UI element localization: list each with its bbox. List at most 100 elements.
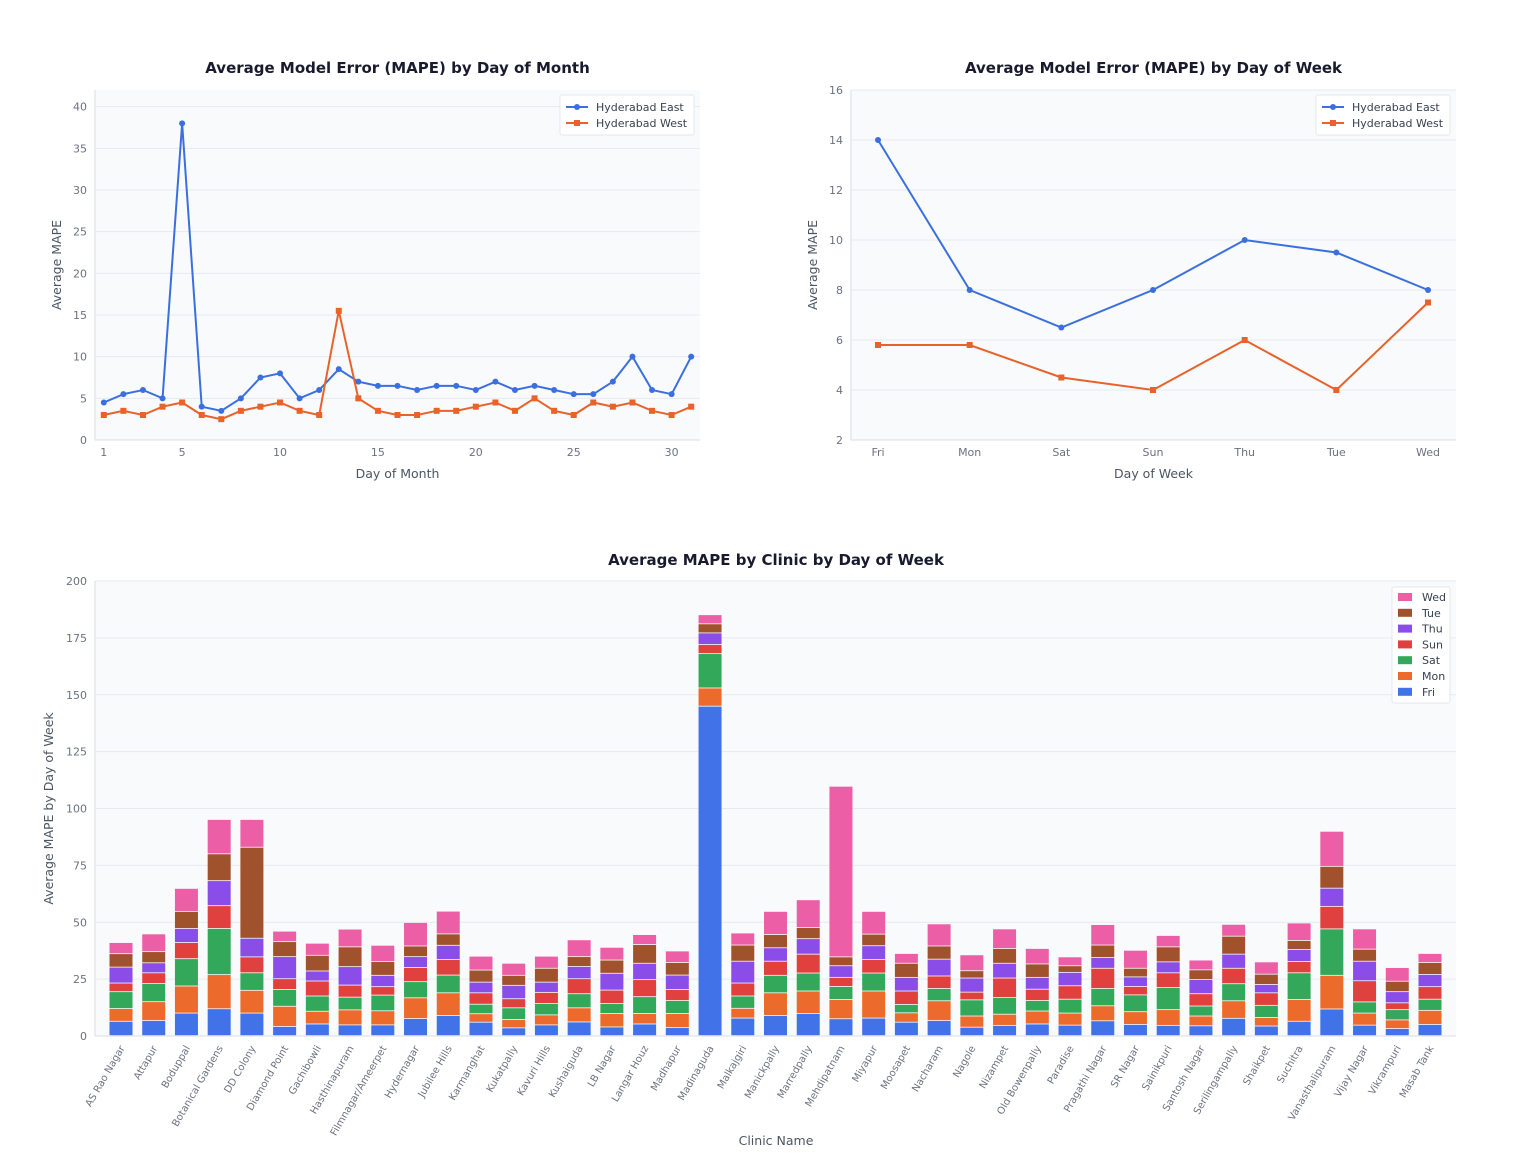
bar-segment-wed — [1222, 924, 1246, 936]
bar-segment-mon — [174, 986, 198, 1013]
bar-segment-wed — [207, 819, 231, 854]
bar-segment-tue — [600, 960, 624, 973]
bar-segment-thu — [404, 957, 428, 968]
bar-segment-sun — [1025, 989, 1049, 1001]
bar-segment-thu — [1287, 950, 1311, 962]
bar-stack — [1418, 953, 1442, 1036]
bar-segment-tue — [404, 946, 428, 957]
bar-segment-wed — [1058, 957, 1082, 966]
bar-segment-tue — [894, 963, 918, 977]
bar-segment-tue — [240, 847, 264, 938]
y-tick-label: 100 — [66, 803, 87, 816]
bar-segment-mon — [436, 993, 460, 1016]
bar-segment-thu — [207, 881, 231, 906]
x-tick-label: Kukatpally — [485, 1044, 521, 1095]
bar-segment-sat — [665, 1000, 689, 1014]
x-tick-label: 20 — [469, 446, 483, 459]
data-point — [218, 416, 225, 423]
bar-segment-thu — [1385, 992, 1409, 1003]
bar-segment-thu — [240, 938, 264, 957]
bar-stack — [764, 911, 787, 1036]
bar-segment-wed — [993, 929, 1017, 949]
bar-stack — [404, 922, 428, 1036]
bar-stack — [1222, 924, 1246, 1036]
bar-segment-thu — [1189, 979, 1213, 994]
x-tick-label: Thu — [1233, 446, 1255, 459]
x-tick-label: Sainikpuri — [1140, 1044, 1174, 1093]
chart-title: Average Model Error (MAPE) by Day of Mon… — [205, 59, 590, 77]
data-point — [1425, 299, 1432, 306]
x-tick-label: Sun — [1143, 446, 1164, 459]
bar-segment-fri — [371, 1025, 395, 1036]
legend-label: Sat — [1422, 654, 1441, 667]
bar-stack — [338, 929, 362, 1036]
x-tick-label: Tue — [1326, 446, 1346, 459]
bar-segment-sun — [1156, 973, 1180, 988]
x-tick-label: Paradise — [1046, 1044, 1077, 1086]
bar-segment-wed — [633, 934, 657, 945]
bar-segment-sun — [829, 977, 853, 987]
x-tick-label: Mon — [958, 446, 981, 459]
bar-segment-sun — [1189, 994, 1213, 1006]
legend-swatch-icon — [1398, 687, 1412, 696]
bar-segment-tue — [174, 911, 198, 929]
bar-stack — [894, 953, 918, 1036]
data-point — [668, 391, 675, 398]
bar-segment-fri — [1058, 1025, 1082, 1036]
data-point — [531, 382, 538, 389]
bar-segment-mon — [142, 1002, 166, 1021]
chart-mape-by-clinic-stacked: 0 25 50 75 100 125 150 175 200 Average MAPE by Cl… — [41, 551, 1456, 1148]
bar-stack — [436, 911, 460, 1036]
x-tick-label: Madinaguda — [676, 1044, 716, 1103]
bar-segment-tue — [1091, 945, 1115, 958]
y-axis-label: Average MAPE — [805, 220, 820, 310]
bar-segment-thu — [731, 961, 755, 983]
data-point — [179, 120, 186, 127]
bar-segment-sat — [862, 973, 886, 991]
bar-segment-sun — [1287, 961, 1311, 973]
bar-segment-mon — [1320, 975, 1344, 1009]
data-point — [472, 387, 479, 393]
bar-segment-fri — [927, 1020, 951, 1036]
bar-segment-mon — [1385, 1020, 1409, 1029]
bar-stack — [567, 940, 591, 1036]
bar-segment-wed — [698, 615, 722, 624]
data-point — [1150, 387, 1157, 393]
bar-segment-wed — [764, 911, 787, 935]
bar-segment-fri — [764, 1015, 787, 1036]
data-point — [649, 407, 656, 414]
bar-stack — [469, 956, 493, 1036]
bar-segment-thu — [338, 967, 362, 985]
bar-segment-mon — [404, 998, 428, 1019]
x-axis-label: Clinic Name — [739, 1133, 814, 1148]
data-point — [335, 307, 342, 314]
bar-segment-sat — [371, 995, 395, 1011]
bar-segment-wed — [1189, 960, 1213, 970]
bar-segment-sat — [960, 1000, 984, 1016]
bar-segment-wed — [960, 955, 984, 971]
bar-segment-tue — [731, 945, 755, 961]
bar-segment-tue — [764, 934, 787, 948]
x-tick-label: Fri — [871, 446, 884, 459]
bar-segment-sun — [174, 942, 198, 959]
bar-segment-tue — [1123, 968, 1147, 977]
bar-segment-sat — [436, 975, 460, 993]
bar-segment-wed — [1156, 935, 1180, 947]
x-tick-label: SR Nagar — [1109, 1043, 1142, 1090]
y-tick-label: 0 — [80, 1030, 87, 1043]
data-point — [1150, 287, 1157, 293]
bar-segment-sun — [305, 981, 329, 996]
legend-marker-icon — [574, 104, 580, 110]
x-tick-label: Vijay Nagar — [1333, 1043, 1372, 1099]
bar-segment-mon — [600, 1013, 624, 1027]
bar-segment-sat — [174, 959, 198, 986]
y-tick-label: 50 — [73, 916, 87, 929]
bar-segment-tue — [305, 955, 329, 971]
data-point — [570, 391, 577, 398]
bar-segment-thu — [567, 966, 591, 979]
bar-segment-tue — [1320, 866, 1344, 888]
bar-segment-mon — [338, 1010, 362, 1025]
bar-segment-tue — [502, 975, 526, 985]
x-tick-label: Miyapur — [851, 1043, 881, 1084]
bar-segment-fri — [436, 1015, 460, 1036]
